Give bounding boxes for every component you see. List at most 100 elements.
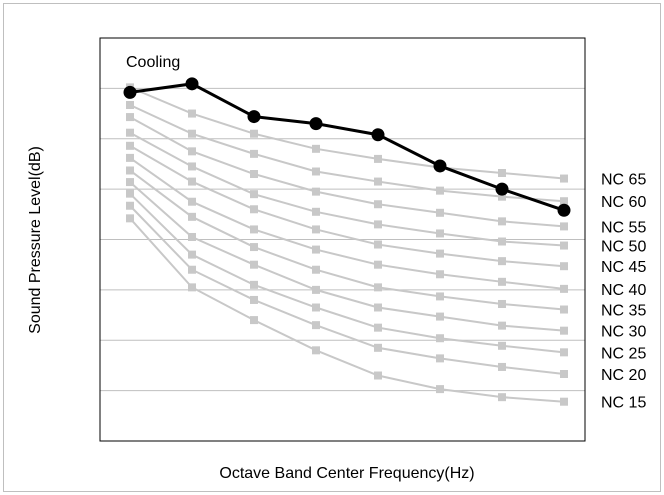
nc-curve-marker [498, 277, 506, 286]
nc-curve-marker [560, 262, 568, 271]
nc-curve-marker [498, 321, 506, 330]
nc-curve-marker [436, 312, 444, 321]
nc-curve-marker [374, 371, 382, 380]
nc-curve-marker [560, 241, 568, 250]
nc-curve-line [129, 192, 565, 354]
nc-curve-marker [374, 283, 382, 292]
nc-curve-marker [312, 207, 320, 216]
cooling-line [129, 82, 565, 212]
nc-curve-marker [126, 100, 134, 109]
nc-curve-line [129, 157, 565, 290]
nc-curve-marker [312, 303, 320, 312]
plot-area [99, 37, 586, 442]
nc-curve-marker [250, 170, 258, 179]
cooling-point [185, 77, 199, 91]
nc-curves [126, 83, 568, 406]
nc-curve-label: NC 60 [601, 194, 646, 211]
nc-curve-label: NC 35 [601, 303, 646, 320]
nc-curve-marker [250, 316, 258, 325]
nc-curve-marker [126, 128, 134, 137]
nc-curve-marker [250, 295, 258, 304]
gridlines [100, 87, 585, 392]
cooling-point [247, 110, 261, 124]
nc-curve-marker [560, 197, 568, 206]
nc-curve-line [129, 131, 565, 247]
nc-curve-marker [498, 341, 506, 350]
nc-curve-marker [436, 186, 444, 195]
nc-curve-marker [560, 222, 568, 231]
nc-curve-marker [436, 292, 444, 301]
nc-curve-marker [188, 147, 196, 156]
nc-curve-marker [188, 177, 196, 186]
nc-curve-marker [126, 166, 134, 175]
nc-curve-line [129, 169, 565, 311]
nc-curve-marker [188, 129, 196, 138]
nc-curve-label: NC 20 [601, 367, 646, 384]
nc-curve-label: NC 45 [601, 259, 646, 276]
nc-curve-marker [560, 305, 568, 314]
nc-curve-marker [188, 232, 196, 241]
nc-curve-marker [188, 283, 196, 292]
nc-curve-marker [250, 205, 258, 214]
nc-curve-marker [188, 197, 196, 206]
cooling-series [123, 77, 571, 217]
cooling-point [371, 128, 385, 142]
nc-curve-line [129, 86, 565, 180]
nc-curve-marker [560, 284, 568, 293]
nc-curve-marker [498, 393, 506, 402]
nc-curve-label: NC 55 [601, 219, 646, 236]
nc-curve-line [129, 144, 565, 268]
nc-curve-label: NC 50 [601, 239, 646, 256]
nc-curve-marker [126, 113, 134, 122]
nc-curve-marker [188, 109, 196, 118]
nc-curve-line [129, 217, 565, 403]
nc-curve-marker [436, 354, 444, 363]
nc-curve-marker [188, 212, 196, 221]
chart-frame [3, 3, 661, 492]
nc-curve-marker [498, 299, 506, 308]
cooling-point [433, 159, 447, 173]
nc-curve-marker [436, 385, 444, 394]
nc-curve-marker [374, 200, 382, 209]
nc-curve-marker [498, 169, 506, 178]
nc-curve-marker [126, 214, 134, 223]
cooling-point [123, 85, 137, 99]
nc-curve-line [129, 116, 565, 228]
cooling-point [557, 203, 571, 217]
nc-curve-marker [188, 265, 196, 274]
nc-curve-marker [374, 303, 382, 312]
nc-curve-marker [498, 257, 506, 266]
x-axis-label: Octave Band Center Frequency(Hz) [219, 465, 474, 482]
nc-curve-marker [126, 189, 134, 198]
nc-curve-marker [436, 270, 444, 279]
nc-curve-marker [312, 245, 320, 254]
nc-curve-marker [374, 343, 382, 352]
nc-curve-marker [498, 217, 506, 226]
nc-curve-marker [312, 144, 320, 153]
curve-labels: NC 65 NC 60 NC 55 NC 50 NC 45 NC 40 NC 35 NC 30… [126, 54, 646, 412]
cooling-label: Cooling [126, 54, 180, 71]
nc-curve-marker [436, 334, 444, 343]
nc-curve-marker [560, 370, 568, 379]
nc-curve-marker [560, 326, 568, 335]
y-axis-label: Sound Pressure Level(dB) [27, 146, 44, 334]
nc-curve-marker [312, 167, 320, 176]
nc-curve-marker [374, 260, 382, 269]
nc-curve-marker [374, 177, 382, 186]
nc-curve-marker [560, 174, 568, 183]
nc-curve-marker [250, 260, 258, 269]
nc-curve-marker [250, 129, 258, 138]
cooling-point [309, 117, 323, 131]
nc-curve-marker [126, 201, 134, 210]
nc-curve-marker [498, 192, 506, 201]
nc-curve-marker [436, 229, 444, 238]
nc-curve-marker [250, 225, 258, 234]
nc-curve-marker [312, 285, 320, 294]
nc-curve-marker [250, 243, 258, 252]
nc-curve-marker [436, 208, 444, 217]
nc-curve-marker [250, 190, 258, 199]
nc-curve-label: NC 25 [601, 345, 646, 362]
nc-curve-marker [312, 265, 320, 274]
nc-curve-marker [498, 362, 506, 371]
